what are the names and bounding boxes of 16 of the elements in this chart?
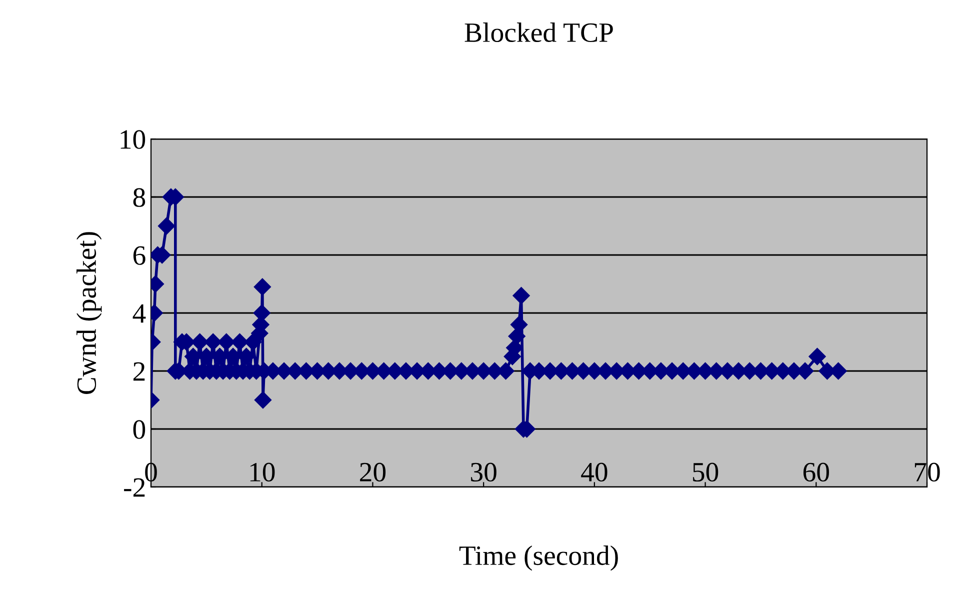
x-tick-label: 60: [803, 462, 829, 482]
y-tick-label: 10: [120, 130, 146, 149]
x-tick-label: 40: [581, 462, 608, 482]
y-tick-label: 6: [133, 246, 146, 265]
x-tick-label: 20: [360, 462, 386, 482]
x-tick-label: 10: [250, 462, 275, 482]
y-tick-label: 0: [133, 420, 146, 439]
y-tick-label: -2: [124, 478, 145, 497]
x-tick-label: 50: [693, 462, 718, 482]
y-axis-title: Cwnd (packet): [76, 232, 102, 394]
y-tick-label: 4: [132, 304, 146, 323]
x-tick-label: 30: [471, 462, 496, 482]
y-tick-label: 2: [133, 362, 145, 381]
x-axis-title: Time (second): [459, 546, 618, 571]
y-tick-label: 8: [133, 188, 146, 207]
chart-title: Blocked TCP: [464, 22, 613, 42]
